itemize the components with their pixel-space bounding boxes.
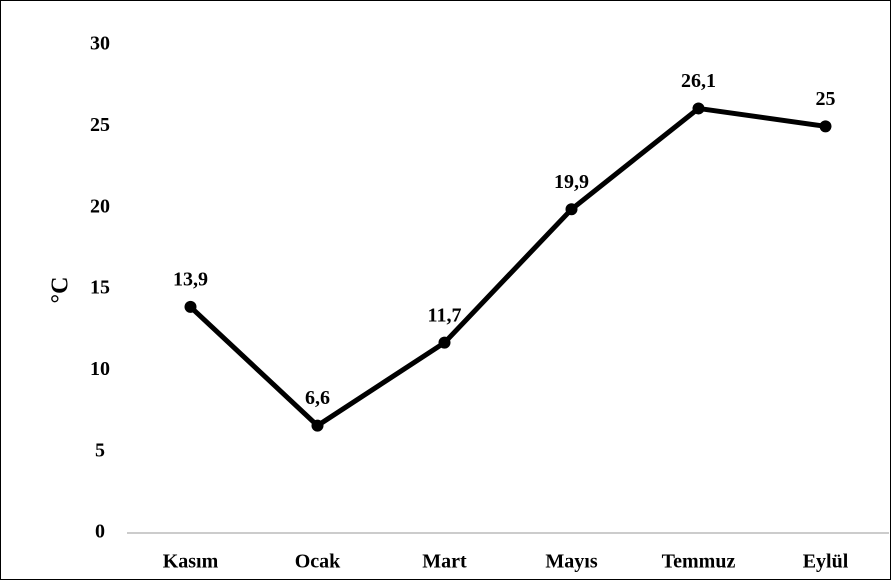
data-line <box>188 105 826 429</box>
y-tick-label: 30 <box>90 33 110 55</box>
data-label: 11,7 <box>428 304 462 326</box>
data-point <box>692 102 705 115</box>
data-point <box>184 300 197 313</box>
data-label: 19,9 <box>554 171 589 193</box>
y-tick-label: 15 <box>90 277 110 299</box>
x-tick-label: Temmuz <box>662 551 736 573</box>
y-tick-label: 25 <box>90 114 110 136</box>
x-tick-label: Mayıs <box>545 551 597 573</box>
y-tick-label: 20 <box>90 195 110 217</box>
y-tick-label: 0 <box>95 521 105 543</box>
y-tick-label: 5 <box>95 439 105 461</box>
data-point <box>819 120 832 133</box>
data-label: 6,6 <box>305 387 330 409</box>
data-label: 25 <box>816 88 836 110</box>
y-tick-label: 10 <box>90 358 110 380</box>
x-tick-label: Ocak <box>295 551 341 573</box>
data-point <box>565 203 578 216</box>
data-label: 13,9 <box>173 268 208 290</box>
data-point <box>311 419 324 432</box>
y-axis-label: °C <box>48 277 74 304</box>
x-tick-label: Mart <box>422 551 467 573</box>
data-label: 26,1 <box>681 70 716 92</box>
data-point <box>438 336 451 349</box>
x-tick-label: Kasım <box>163 551 219 573</box>
x-tick-label: Eylül <box>803 551 849 573</box>
